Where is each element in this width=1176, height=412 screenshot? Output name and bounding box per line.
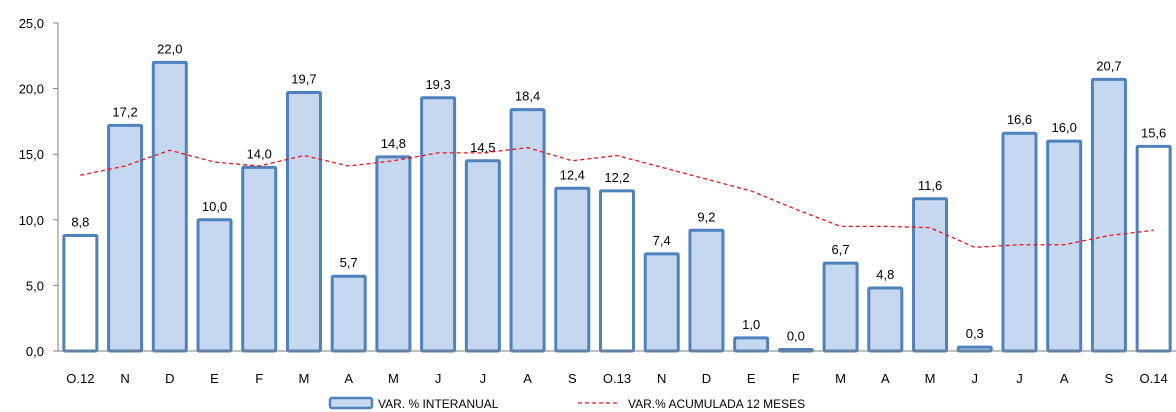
bar: [107, 123, 144, 353]
bar-data-label: 16,6: [1007, 112, 1032, 127]
bar-data-label: 8,8: [71, 215, 89, 230]
bar-data-label: 5,7: [340, 255, 358, 270]
x-tick-label: J: [480, 371, 487, 386]
legend-swatch-bar: [328, 396, 374, 410]
line-series: [80, 146, 1154, 249]
x-tick-label: O.12: [66, 371, 94, 386]
bar-data-label: 0,0: [787, 329, 805, 344]
y-tick-label: 5,0: [26, 278, 44, 293]
bar: [1135, 144, 1172, 353]
x-tick-label: A: [344, 371, 353, 386]
bar-data-label: 20,7: [1096, 58, 1121, 73]
bar: [688, 228, 725, 353]
bar-data-label: 12,2: [604, 170, 629, 185]
y-axis: 0,0 5,0 10,0 15,0 20,0 25,0: [19, 16, 59, 359]
x-tick-label: J: [972, 371, 979, 386]
x-axis: O.12 N D E F M A M J J A S O.13 N D E F M A M J J A S O.14: [58, 350, 1176, 386]
bar-data-label: 14,0: [247, 146, 272, 161]
bar: [330, 274, 367, 353]
bar-data-label: 9,2: [697, 209, 715, 224]
x-tick-label: E: [210, 371, 219, 386]
x-tick-label: O.13: [603, 371, 631, 386]
bar: [733, 336, 770, 353]
legend-label-line: VAR.% ACUMULADA 12 MESES: [628, 397, 805, 411]
bar-data-label: 10,0: [202, 199, 227, 214]
bar-data-label: 12,4: [560, 167, 585, 182]
bar: [1001, 131, 1038, 353]
x-tick-label: S: [568, 371, 577, 386]
bar-data-label: 16,0: [1052, 120, 1077, 135]
bar: [151, 60, 188, 353]
x-tick-label: D: [165, 371, 174, 386]
bar-data-label: 6,7: [832, 242, 850, 257]
x-tick-label: M: [388, 371, 399, 386]
bar-data-label: 15,6: [1141, 125, 1166, 140]
y-tick-label: 15,0: [19, 147, 44, 162]
bars: 8,8 17,2 22,0 10,0 14,0 19,7 5,7 14,8 19,3 14,5 18…: [62, 41, 1172, 353]
legend-label-bar: VAR. % INTERANUAL: [378, 397, 499, 411]
bar-data-label: 19,7: [291, 72, 316, 87]
bar-data-label: 4,8: [876, 267, 894, 282]
bar: [375, 155, 412, 353]
line-series-path: [80, 146, 1154, 249]
x-tick-label: N: [657, 371, 666, 386]
bar: [822, 261, 859, 353]
bar: [464, 159, 501, 353]
bar-data-label: 19,3: [425, 77, 450, 92]
bar-data-label: 18,4: [515, 89, 540, 104]
bar-data-label: 22,0: [157, 41, 182, 56]
bar: [1046, 139, 1083, 353]
bar: [196, 218, 233, 353]
bar: [241, 165, 278, 353]
bar-data-label: 17,2: [112, 104, 137, 119]
x-tick-label: M: [299, 371, 310, 386]
x-tick-label: A: [523, 371, 532, 386]
bar: [285, 91, 322, 353]
x-tick-label: N: [120, 371, 129, 386]
bar: [599, 189, 635, 353]
x-tick-label: S: [1105, 371, 1114, 386]
bar: [554, 186, 591, 353]
bar-data-label: 11,6: [918, 178, 942, 193]
x-tick-label: E: [747, 371, 756, 386]
bar-data-label: 14,8: [381, 136, 406, 151]
x-tick-label: M: [925, 371, 936, 386]
bar-data-label: 14,5: [470, 140, 495, 155]
x-tick-label: A: [881, 371, 890, 386]
x-tick-label: J: [1016, 371, 1023, 386]
x-tick-label: O.14: [1140, 371, 1168, 386]
bar-data-label: 1,0: [742, 317, 760, 332]
y-tick-label: 0,0: [26, 344, 44, 359]
y-tick-label: 10,0: [19, 213, 44, 228]
x-tick-label: F: [255, 371, 263, 386]
x-tick-label: J: [435, 371, 442, 386]
x-tick-label: M: [835, 371, 846, 386]
x-tick-label: F: [792, 371, 800, 386]
x-tick-label: A: [1060, 371, 1069, 386]
y-tick-label: 25,0: [19, 16, 44, 31]
y-tick-label: 20,0: [19, 82, 44, 97]
bar-data-label: 7,4: [653, 233, 671, 248]
bar: [62, 234, 99, 353]
bar-data-label: 0,3: [966, 326, 984, 341]
bar: [1090, 77, 1127, 353]
legend: VAR. % INTERANUAL VAR.% ACUMULADA 12 MES…: [328, 396, 805, 411]
bar: [509, 108, 546, 353]
x-tick-label: D: [702, 371, 711, 386]
bar: [956, 345, 993, 353]
bar: [912, 197, 949, 353]
bar: [643, 252, 680, 353]
bar: [420, 96, 457, 353]
bar: [867, 286, 904, 353]
